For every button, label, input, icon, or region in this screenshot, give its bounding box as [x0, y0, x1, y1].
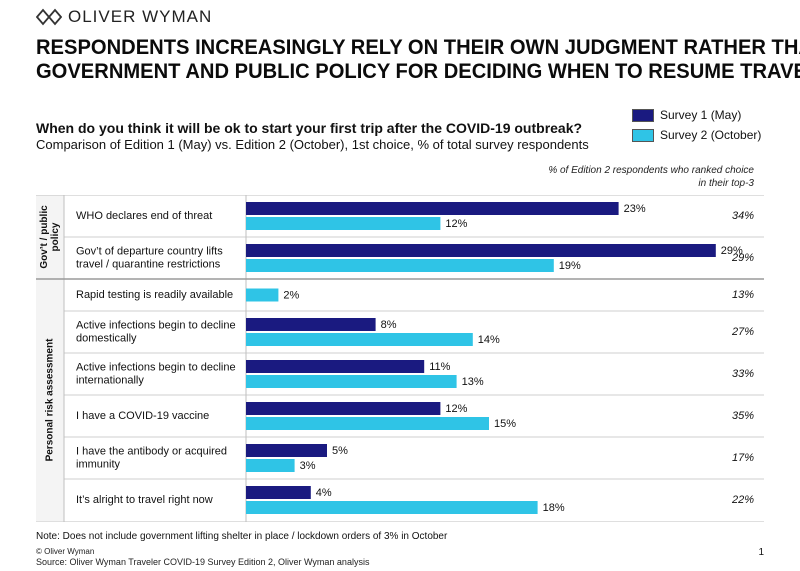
headline-line-1: RESPONDENTS INCREASINGLY RELY ON THEIR O…	[36, 36, 800, 59]
bar-survey1-row-3	[246, 318, 376, 331]
category-label-0-line-0: WHO declares end of threat	[76, 210, 212, 222]
top3-value-row-5: 35%	[732, 410, 754, 422]
page-number: 1	[758, 547, 764, 558]
bar-survey2-row-5	[246, 417, 489, 430]
chart-legend: Survey 1 (May) Survey 2 (October)	[632, 106, 761, 146]
legend-item-survey-1: Survey 1 (May)	[632, 106, 761, 124]
top3-value-row-4: 33%	[732, 368, 754, 380]
data-label-survey1-row-1: 29%	[721, 245, 743, 257]
bar-survey1-row-7	[246, 486, 311, 499]
bar-survey2-row-3	[246, 333, 473, 346]
top3-value-row-6: 17%	[732, 452, 754, 464]
category-label-2-line-0: Rapid testing is readily available	[76, 289, 233, 301]
data-label-survey2-row-3: 14%	[478, 334, 500, 346]
data-label-survey2-row-7: 18%	[543, 502, 565, 514]
data-label-survey1-row-6: 5%	[332, 445, 348, 457]
legend-label-survey-1: Survey 1 (May)	[660, 108, 742, 122]
legend-label-survey-2: Survey 2 (October)	[660, 128, 762, 142]
legend-swatch-survey-1	[632, 108, 654, 122]
top3-value-row-2: 13%	[732, 289, 754, 301]
bar-survey2-row-7	[246, 501, 538, 514]
category-label-3-line-0: Active infections begin to decline	[76, 319, 236, 331]
category-label-1-line-1: travel / quarantine restrictions	[76, 258, 221, 270]
footnote: Note: Does not include government liftin…	[36, 531, 448, 542]
copyright: © Oliver Wyman	[36, 547, 95, 556]
bar-survey2-row-6	[246, 459, 295, 472]
bar-survey2-row-4	[246, 375, 457, 388]
top3-value-row-0: 34%	[732, 210, 754, 222]
group-label-0-line-1: policy	[50, 222, 61, 251]
data-label-survey2-row-4: 13%	[462, 376, 484, 388]
group-band-1	[36, 279, 64, 521]
data-label-survey2-row-6: 3%	[300, 460, 316, 472]
top3-value-row-1: 29%	[731, 252, 754, 264]
category-label-1-line-0: Gov’t of departure country lifts	[76, 245, 223, 257]
top3-value-row-7: 22%	[731, 494, 754, 506]
source-line: Source: Oliver Wyman Traveler COVID-19 S…	[36, 557, 370, 567]
legend-swatch-survey-2	[632, 128, 654, 142]
legend-item-survey-2: Survey 2 (October)	[632, 126, 761, 144]
data-label-survey1-row-4: 11%	[429, 361, 450, 373]
chart-subtitle: Comparison of Edition 1 (May) vs. Editio…	[36, 137, 589, 152]
data-label-survey1-row-0: 23%	[624, 203, 646, 215]
data-label-survey2-row-1: 19%	[559, 260, 581, 272]
category-label-3-line-1: domestically	[76, 332, 137, 344]
category-label-4-line-1: internationally	[76, 374, 144, 386]
data-label-survey2-row-0: 12%	[445, 218, 467, 230]
category-label-4-line-0: Active infections begin to decline	[76, 361, 236, 373]
bar-survey1-row-4	[246, 360, 425, 373]
top3-value-row-3: 27%	[731, 326, 754, 338]
brand-logo: OLIVER WYMAN	[36, 6, 212, 28]
data-label-survey1-row-3: 8%	[381, 319, 397, 331]
brand-name: OLIVER WYMAN	[68, 7, 213, 26]
bar-survey2-row-0	[246, 217, 441, 230]
top3-column-header: % of Edition 2 respondents who ranked ch…	[548, 165, 754, 189]
category-label-7-line-0: It’s alright to travel right now	[76, 494, 213, 506]
data-label-survey2-row-2: 2%	[283, 289, 299, 301]
data-label-survey2-row-5: 15%	[494, 418, 516, 430]
bar-chart: Gov’t / public policy Personal risk assess…	[36, 195, 764, 522]
category-label-6-line-0: I have the antibody or acquired	[76, 445, 227, 457]
bar-survey1-row-6	[246, 444, 327, 457]
category-label-6-line-1: immunity	[76, 458, 121, 470]
chart-area: Gov’t / public policy Personal risk assess…	[36, 195, 764, 522]
bar-survey2-row-2	[246, 288, 279, 302]
headline: RESPONDENTS INCREASINGLY RELY ON THEIR O…	[36, 36, 800, 84]
group-label-1-line-0: Personal risk assessment	[45, 338, 56, 462]
oliver-wyman-logo-icon	[36, 8, 62, 26]
bar-survey1-row-1	[246, 244, 716, 257]
bar-survey1-row-5	[246, 402, 441, 415]
data-label-survey1-row-7: 4%	[316, 487, 332, 499]
bar-survey1-row-0	[246, 202, 619, 215]
group-band-0	[36, 195, 64, 279]
group-label-0-line-0: Gov’t / public	[39, 205, 50, 269]
headline-line-2: GOVERNMENT AND PUBLIC POLICY FOR DECIDIN…	[36, 60, 800, 83]
chart-question: When do you think it will be ok to start…	[36, 120, 583, 136]
category-label-5-line-0: I have a COVID-19 vaccine	[76, 410, 209, 422]
data-label-survey1-row-5: 12%	[445, 403, 467, 415]
bar-survey2-row-1	[246, 259, 554, 272]
